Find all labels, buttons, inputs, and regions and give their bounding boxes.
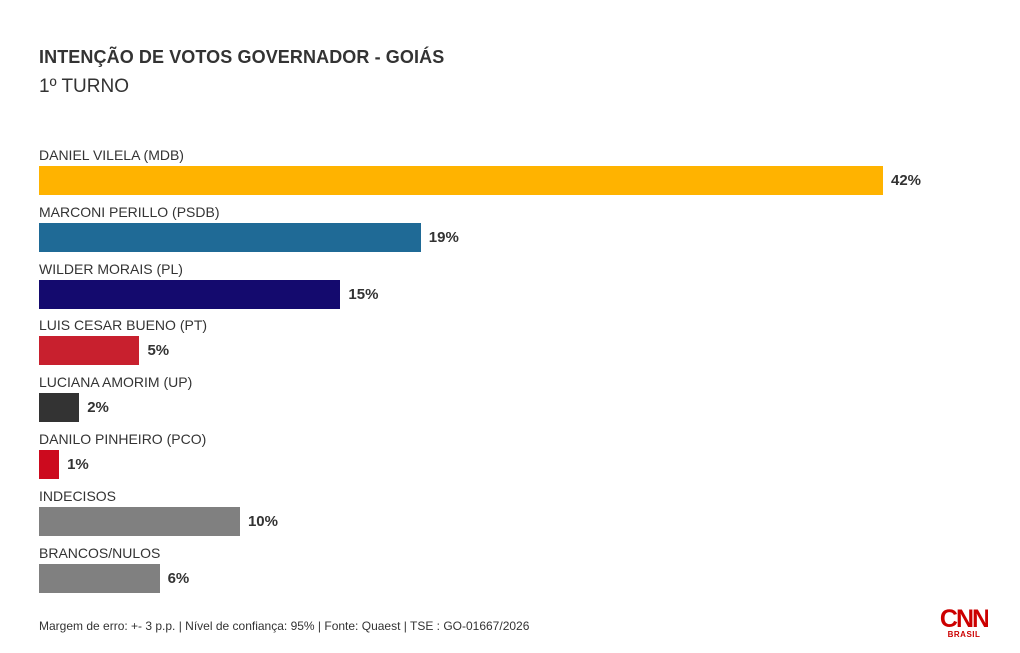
bar-row: INDECISOS 10% xyxy=(39,488,999,544)
bar xyxy=(39,279,341,309)
chart-subtitle: 1º TURNO xyxy=(39,76,129,97)
chart-title: INTENÇÃO DE VOTOS GOVERNADOR - GOIÁS xyxy=(39,47,445,67)
value-label: 15% xyxy=(348,285,379,303)
category-label: BRANCOS/NULOS xyxy=(39,544,161,561)
category-label: MARCONI PERILLO (PSDB) xyxy=(39,203,220,220)
value-label: 2% xyxy=(87,399,109,417)
bar-row: MARCONI PERILLO (PSDB) 19% xyxy=(39,204,999,260)
value-label: 19% xyxy=(428,228,459,246)
value-label: 1% xyxy=(67,456,89,473)
bar-row: DANILO PINHEIRO (PCO) 1% xyxy=(39,431,999,487)
bar xyxy=(39,393,80,423)
bar-row: DANIEL VILELA (MDB) 42% xyxy=(39,147,999,203)
cnn-logo-icon: CNN xyxy=(940,606,988,630)
bar-row: WILDER MORAIS (PL) 15% xyxy=(39,261,999,317)
value-label: 5% xyxy=(147,342,170,360)
value-label: 6% xyxy=(167,569,190,587)
category-label: DANIEL VILELA (MDB) xyxy=(39,147,184,163)
bar xyxy=(39,506,240,536)
value-label: 42% xyxy=(891,172,922,189)
cnn-logo-text: CNN xyxy=(940,606,988,630)
bar-row: BRANCOS/NULOS 6% xyxy=(39,545,999,601)
category-label: INDECISOS xyxy=(39,487,117,504)
bar xyxy=(39,450,60,479)
bar-row: LUCIANA AMORIM (UP) 2% xyxy=(39,374,999,430)
category-label: DANILO PINHEIRO (PCO) xyxy=(39,431,207,447)
category-label: LUIS CESAR BUENO (PT) xyxy=(39,317,208,334)
cnn-logo-subtext: BRASIL xyxy=(947,630,981,639)
bar xyxy=(39,222,421,252)
bar xyxy=(39,336,140,366)
category-label: WILDER MORAIS (PL) xyxy=(39,260,183,277)
bar xyxy=(39,563,160,593)
source-footnote: Margem de erro: +- 3 p.p. | Nível de con… xyxy=(39,619,530,633)
cnn-logo: CNN BRASIL xyxy=(940,606,988,642)
bar-row: LUIS CESAR BUENO (PT) 5% xyxy=(39,317,999,373)
bar xyxy=(39,166,883,195)
value-label: 10% xyxy=(247,512,278,530)
category-label: LUCIANA AMORIM (UP) xyxy=(39,374,193,391)
